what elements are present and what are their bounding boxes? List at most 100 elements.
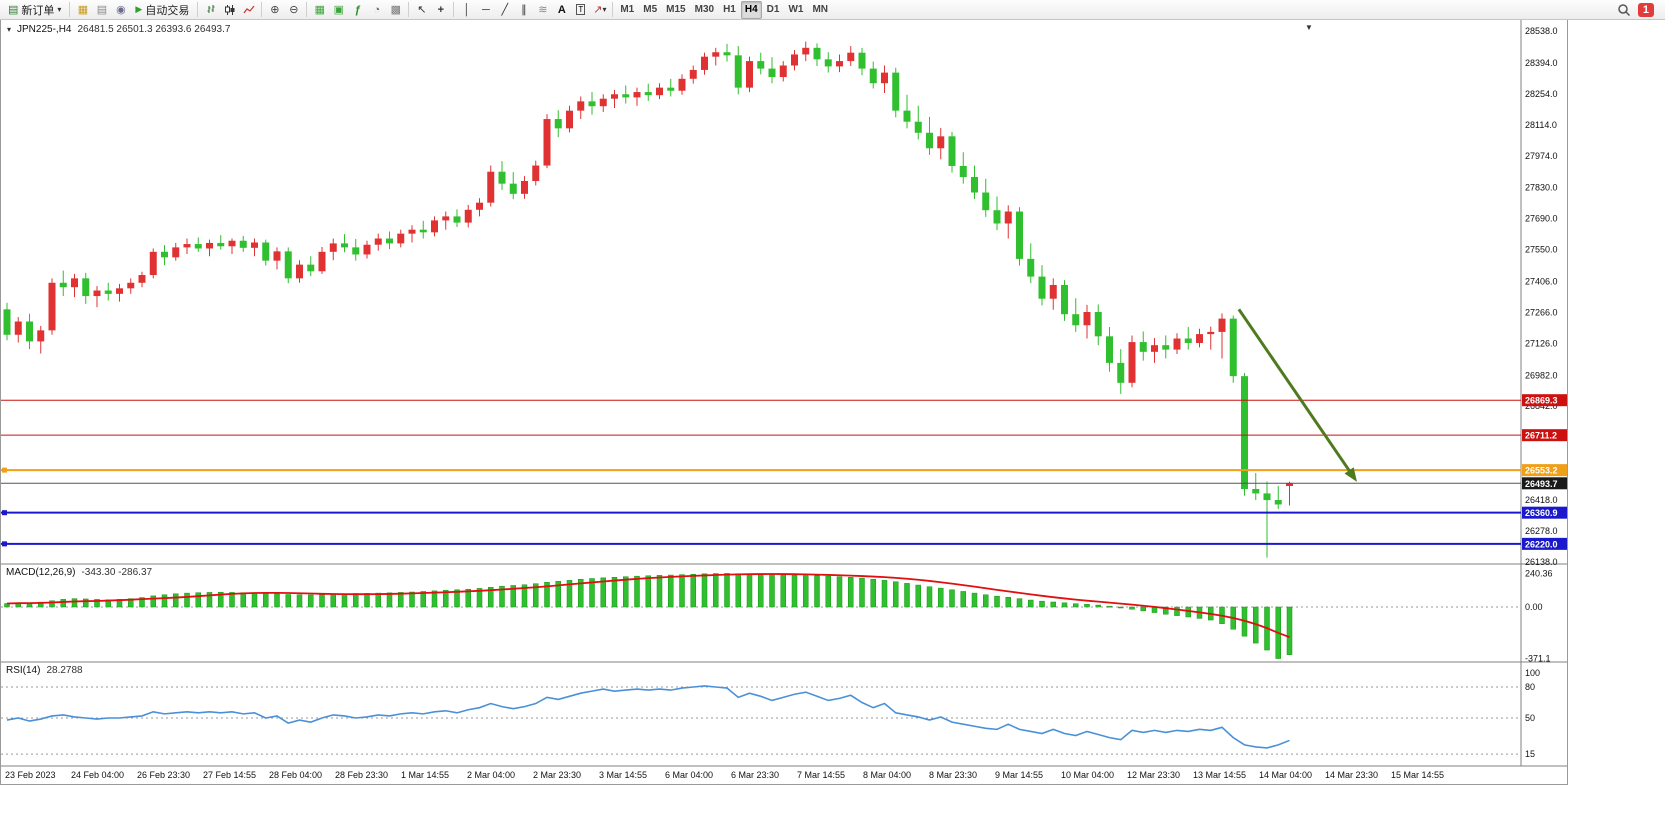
- cursor-tool-button[interactable]: ↖: [412, 1, 431, 19]
- channel-icon: ∥: [521, 4, 527, 16]
- template-button[interactable]: ▩: [386, 1, 405, 19]
- print-button[interactable]: ▤: [92, 1, 111, 19]
- line-anchor[interactable]: [2, 510, 7, 516]
- zoom-in-icon: ⊕: [270, 4, 280, 16]
- clock-icon: ◔: [373, 3, 381, 16]
- horizontal-line-icon: ─: [481, 3, 490, 16]
- text-tool-button[interactable]: A: [552, 1, 571, 19]
- community-button[interactable]: ◉: [111, 1, 130, 19]
- svg-text:27406.0: 27406.0: [1525, 276, 1558, 286]
- svg-text:28114.0: 28114.0: [1525, 120, 1557, 130]
- timeframe-m15[interactable]: M15: [662, 1, 689, 19]
- new-order-label: 新订单: [21, 4, 55, 17]
- bar-chart-type-button[interactable]: [201, 1, 220, 19]
- svg-text:27266.0: 27266.0: [1525, 307, 1558, 317]
- autotrade-button[interactable]: ▶ 自动交易: [130, 1, 194, 19]
- candlestick-chart-type-button[interactable]: [220, 1, 239, 19]
- svg-text:26982.0: 26982.0: [1525, 370, 1558, 380]
- chart-canvas[interactable]: 28538.0 28394.0 28254.0 28114.0 27974.0 27830…: [1, 20, 1567, 783]
- svg-text:27974.0: 27974.0: [1525, 151, 1558, 161]
- svg-text:24 Feb 04:00: 24 Feb 04:00: [71, 770, 124, 780]
- periods-button[interactable]: ◔: [367, 1, 386, 19]
- zoom-out-icon: ⊖: [289, 4, 299, 16]
- chart-window[interactable]: ▾ JPN225-,H4 26481.5 26501.3 26393.6 264…: [0, 20, 1568, 785]
- timeframe-m30[interactable]: M30: [691, 1, 718, 19]
- trend-arrow[interactable]: [1237, 308, 1357, 482]
- indicators-icon: ƒ: [354, 3, 361, 16]
- price-tag: [1522, 429, 1567, 442]
- crosshair-icon: +: [437, 3, 445, 16]
- svg-text:9 Mar 14:55: 9 Mar 14:55: [995, 770, 1043, 780]
- text-label-tool-button[interactable]: T: [571, 1, 590, 19]
- trendline-tool-button[interactable]: ╱: [495, 1, 514, 19]
- svg-text:80: 80: [1525, 682, 1535, 692]
- horizontal-line-tool-button[interactable]: ─: [476, 1, 495, 19]
- chart-shift-marker[interactable]: ▼: [1305, 23, 1313, 32]
- svg-text:26220.0: 26220.0: [1525, 539, 1558, 549]
- svg-text:3 Mar 14:55: 3 Mar 14:55: [599, 770, 647, 780]
- charts-grid-button[interactable]: ▦: [73, 1, 92, 19]
- search-button[interactable]: [1615, 1, 1634, 19]
- timeframe-h4[interactable]: H4: [740, 0, 762, 19]
- arrange-windows-button[interactable]: ▦: [310, 1, 329, 19]
- timeframe-m5[interactable]: M5: [639, 1, 661, 19]
- svg-text:240.36: 240.36: [1525, 569, 1553, 579]
- indicators-button[interactable]: ƒ: [348, 1, 367, 19]
- community-icon: ◉: [116, 4, 126, 16]
- chevron-down-icon: ▾: [602, 5, 607, 14]
- notification-badge[interactable]: 1: [1637, 2, 1654, 17]
- charts-grid-icon: ▦: [77, 4, 89, 16]
- text-icon: A: [557, 3, 566, 16]
- channel-tool-button[interactable]: ∥: [514, 1, 533, 19]
- toolbar-separator: [612, 2, 614, 17]
- trendline-icon: ╱: [501, 4, 509, 16]
- svg-text:28254.0: 28254.0: [1525, 89, 1558, 99]
- svg-text:27550.0: 27550.0: [1525, 245, 1558, 255]
- svg-text:28394.0: 28394.0: [1525, 58, 1558, 68]
- rsi-line: [6, 685, 1290, 749]
- svg-text:14 Mar 23:30: 14 Mar 23:30: [1325, 770, 1378, 780]
- crosshair-tool-button[interactable]: +: [431, 1, 450, 19]
- line-chart-type-button[interactable]: [239, 1, 258, 19]
- printer-icon: ▤: [96, 4, 108, 16]
- timeframe-h1[interactable]: H1: [719, 1, 740, 19]
- toolbar-separator: [453, 2, 455, 17]
- svg-text:8 Mar 23:30: 8 Mar 23:30: [929, 770, 977, 780]
- svg-text:0.00: 0.00: [1525, 602, 1543, 612]
- svg-text:1 Mar 14:55: 1 Mar 14:55: [401, 770, 449, 780]
- svg-text:8 Mar 04:00: 8 Mar 04:00: [863, 770, 911, 780]
- timeframe-m1[interactable]: M1: [616, 1, 638, 19]
- arrows-tool-button[interactable]: ↗ ▾: [590, 1, 609, 19]
- template-icon: ▩: [390, 4, 402, 16]
- svg-text:28 Feb 23:30: 28 Feb 23:30: [335, 770, 388, 780]
- timeframe-w1[interactable]: W1: [784, 1, 807, 19]
- svg-text:2 Mar 04:00: 2 Mar 04:00: [467, 770, 515, 780]
- bar-chart-icon: [207, 4, 215, 13]
- line-anchor[interactable]: [2, 541, 7, 547]
- price-tag: [1522, 537, 1567, 550]
- tile-windows-button[interactable]: ▣: [329, 1, 348, 19]
- svg-text:23 Feb 2023: 23 Feb 2023: [5, 770, 56, 780]
- cursor-icon: ↖: [417, 4, 427, 16]
- svg-text:13 Mar 14:55: 13 Mar 14:55: [1193, 770, 1246, 780]
- timeframe-mn[interactable]: MN: [808, 1, 832, 19]
- macd-axis: 240.36 0.00 -371.1: [1525, 569, 1553, 664]
- svg-text:100: 100: [1525, 668, 1540, 678]
- svg-text:26493.7: 26493.7: [1525, 479, 1558, 489]
- price-tag: [1522, 464, 1567, 477]
- timeframe-group: M1 M5 M15 M30 H1 H4 D1 W1 MN: [616, 0, 832, 19]
- fibonacci-tool-button[interactable]: ≋: [533, 1, 552, 19]
- zoom-out-button[interactable]: ⊖: [284, 1, 303, 19]
- line-anchor[interactable]: [2, 467, 7, 473]
- vertical-line-icon: │: [463, 3, 471, 16]
- svg-text:26842.0: 26842.0: [1525, 401, 1558, 411]
- svg-text:26869.3: 26869.3: [1525, 396, 1558, 406]
- new-order-button[interactable]: ▤ 新订单 ▾: [3, 1, 66, 19]
- zoom-in-button[interactable]: ⊕: [265, 1, 284, 19]
- svg-text:2 Mar 23:30: 2 Mar 23:30: [533, 770, 581, 780]
- text-label-icon: T: [576, 4, 586, 15]
- vertical-line-tool-button[interactable]: │: [457, 1, 476, 19]
- tile-windows-icon: ▣: [333, 4, 345, 16]
- svg-text:27690.0: 27690.0: [1525, 214, 1558, 224]
- timeframe-d1[interactable]: D1: [763, 1, 784, 19]
